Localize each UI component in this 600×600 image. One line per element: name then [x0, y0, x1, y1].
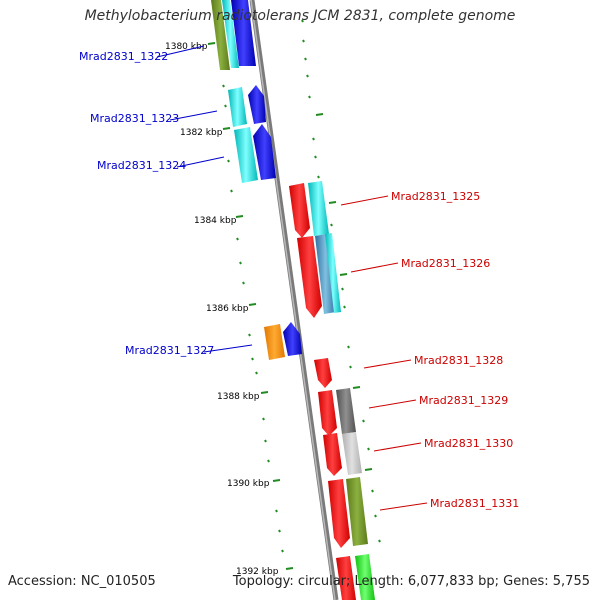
gene-mrad2831-1331[interactable]	[328, 477, 368, 548]
gene-mrad2831-1326[interactable]	[297, 233, 341, 318]
gene-mrad2831-1329[interactable]	[318, 388, 356, 436]
gene-partial-bottom[interactable]	[336, 554, 375, 600]
gene-label[interactable]: Mrad2831_1331	[430, 497, 519, 510]
chromosome-backbone	[249, 0, 339, 600]
gene-mrad2831-1323[interactable]	[228, 85, 266, 127]
accession-text: Accession: NC_010505	[8, 574, 156, 589]
gene-features	[211, 0, 375, 600]
tick-label: 1384 kbp	[194, 216, 237, 226]
kbp-tick-labels: 1380 kbp 1382 kbp 1384 kbp 1386 kbp 1388…	[165, 42, 279, 577]
tick-label: 1388 kbp	[217, 392, 260, 402]
tick-label: 1382 kbp	[180, 128, 223, 138]
gene-label[interactable]: Mrad2831_1325	[391, 190, 480, 203]
gene-label[interactable]: Mrad2831_1322	[79, 50, 168, 63]
tick-label: 1380 kbp	[165, 42, 208, 52]
gene-mrad2831-1325[interactable]	[289, 181, 329, 238]
gene-mrad2831-1330[interactable]	[323, 432, 362, 476]
label-leader-lines	[156, 45, 428, 511]
tick-label: 1390 kbp	[227, 479, 270, 489]
scale-track-left	[217, 27, 284, 553]
tick-label: 1386 kbp	[206, 304, 249, 314]
gene-label[interactable]: Mrad2831_1327	[125, 344, 214, 357]
gene-mrad2831-1328[interactable]	[314, 358, 332, 388]
tick-label: 1392 kbp	[236, 567, 279, 577]
gene-label[interactable]: Mrad2831_1326	[401, 257, 490, 270]
major-tick-marks	[207, 42, 373, 570]
gene-labels: Mrad2831_1322 Mrad2831_1323 Mrad2831_132…	[79, 50, 519, 510]
genome-summary-text: Topology: circular; Length: 6,077,833 bp…	[232, 574, 590, 589]
scale-track-right	[301, 19, 381, 543]
gene-label[interactable]: Mrad2831_1329	[419, 394, 508, 407]
gene-mrad2831-1324[interactable]	[234, 124, 276, 183]
gene-label[interactable]: Mrad2831_1324	[97, 159, 186, 172]
gene-mrad2831-1327[interactable]	[264, 322, 302, 360]
gene-label[interactable]: Mrad2831_1330	[424, 437, 513, 450]
page-title: Methylobacterium radiotolerans JCM 2831,…	[84, 8, 516, 24]
gene-label[interactable]: Mrad2831_1328	[414, 354, 503, 367]
gene-mrad2831-1322[interactable]	[211, 0, 256, 70]
gene-label[interactable]: Mrad2831_1323	[90, 112, 179, 125]
